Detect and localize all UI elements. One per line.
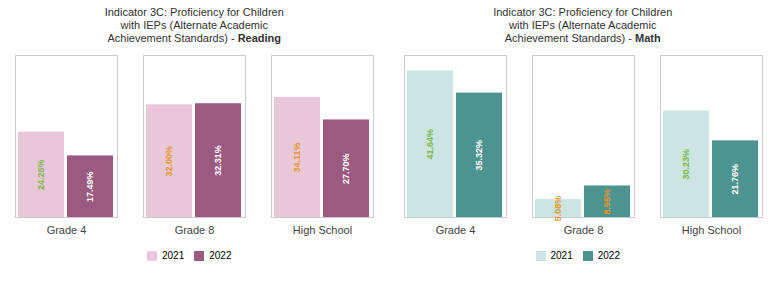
- html-text:2022: 2022: [597, 250, 620, 261]
- html-text:Achievement Standards) - Math: Achievement Standards) - Math: [504, 32, 661, 44]
- html-text:with IEPs (Alternate Academic: with IEPs (Alternate Academic: [120, 19, 268, 31]
- svg-text:5.08%: 5.08%: [553, 196, 563, 222]
- html-text:2021: 2021: [162, 250, 185, 261]
- svg-text:17.49%: 17.49%: [86, 171, 96, 202]
- html-text:Indicator 3C: Proficiency for: Indicator 3C: Proficiency for Children: [493, 6, 673, 18]
- html-text:with IEPs (Alternate Academic: with IEPs (Alternate Academic: [509, 19, 657, 31]
- svg-text:30.23%: 30.23%: [681, 149, 691, 180]
- svg-text:High School: High School: [293, 224, 352, 236]
- svg-text:21.76%: 21.76%: [730, 164, 740, 195]
- svg-text:32.00%: 32.00%: [165, 146, 175, 177]
- svg-text:Grade 4: Grade 4: [435, 224, 475, 236]
- svg-text:27.70%: 27.70%: [342, 153, 352, 184]
- html-text:Achievement Standards) - Readi: Achievement Standards) - Reading: [107, 32, 282, 44]
- svg-text:41.64%: 41.64%: [425, 129, 435, 160]
- svg-text:32.31%: 32.31%: [214, 145, 224, 176]
- html-text:2021: 2021: [550, 250, 573, 261]
- svg-text:Grade 8: Grade 8: [175, 224, 215, 236]
- svg-text:Grade 4: Grade 4: [47, 224, 87, 236]
- html-text:2022: 2022: [209, 250, 232, 261]
- html-text:Indicator 3C: Proficiency for: Indicator 3C: Proficiency for Children: [104, 6, 284, 18]
- svg-text:High School: High School: [682, 224, 741, 236]
- svg-text:34.11%: 34.11%: [293, 142, 303, 172]
- svg-text:Grade 8: Grade 8: [563, 224, 603, 236]
- svg-text:8.95%: 8.95%: [602, 189, 612, 215]
- svg-text:24.26%: 24.26%: [37, 160, 47, 191]
- svg-text:35.32%: 35.32%: [474, 140, 484, 171]
